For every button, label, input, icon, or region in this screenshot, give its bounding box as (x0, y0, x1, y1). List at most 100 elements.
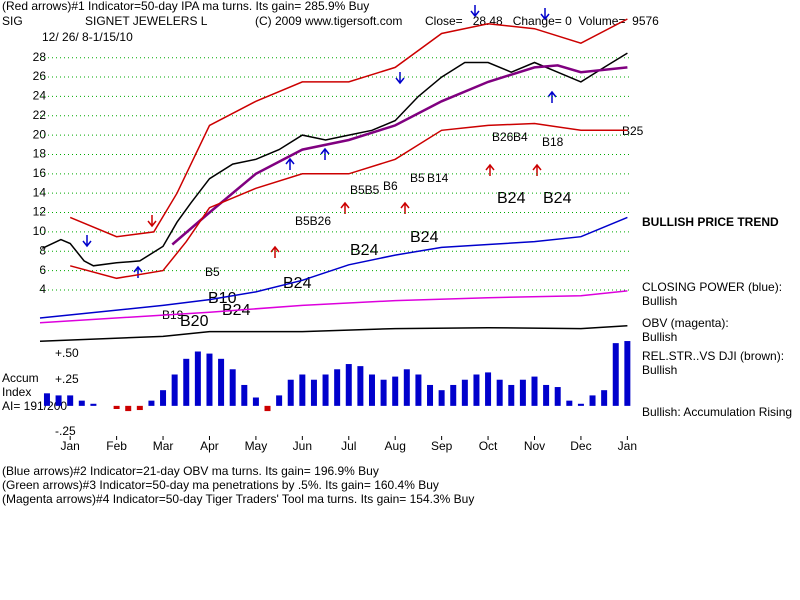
series-line (41, 52, 628, 267)
series-line (69, 18, 628, 238)
bar (485, 372, 492, 406)
y-tick-label: 22 (33, 108, 47, 122)
bar (473, 374, 480, 406)
x-tick-label: Dec (570, 439, 591, 453)
bar (287, 379, 294, 406)
x-tick-label: Sep (431, 439, 453, 453)
side-label: BULLISH PRICE TREND (642, 215, 779, 229)
bar (345, 364, 352, 406)
bar (612, 343, 619, 406)
bar (415, 374, 422, 406)
bar (90, 403, 97, 406)
bar (403, 369, 410, 406)
signal-label: B24 (497, 190, 526, 207)
bar (113, 405, 120, 409)
bar (229, 369, 236, 406)
signal-label: B14 (427, 171, 449, 185)
x-tick-label: Oct (479, 439, 498, 453)
bar (322, 374, 329, 406)
bar (125, 405, 132, 412)
bar (55, 395, 62, 406)
bar (380, 379, 387, 406)
x-tick-label: Nov (524, 439, 545, 453)
arrow (540, 8, 550, 21)
bar (206, 353, 213, 406)
bar (160, 390, 167, 406)
footer-line: (Magenta arrows)#4 Indicator=50-day Tige… (2, 492, 474, 506)
signal-label: B5 (205, 265, 220, 279)
side-label: Bullish: Accumulation Rising (642, 405, 792, 419)
bar (194, 351, 201, 406)
bar (589, 395, 596, 406)
x-tick-label: Aug (385, 439, 406, 453)
y-tick-label: 12 (33, 205, 47, 219)
chart-title: SIGNET JEWELERS L (85, 14, 208, 28)
x-tick-label: Jul (341, 439, 356, 453)
y-tick-label: 14 (33, 185, 47, 199)
bar (392, 376, 399, 406)
side-label: Bullish (642, 363, 677, 377)
bar (357, 366, 364, 406)
side-label: Bullish (642, 294, 677, 308)
accum-label: Accum (2, 371, 39, 385)
bar (427, 384, 434, 406)
arrow (133, 265, 143, 278)
footer-line: (Green arrows)#3 Indicator=50-day ma pen… (2, 478, 439, 492)
side-label: REL.STR..VS DJI (brown): (642, 349, 784, 363)
side-labels: BULLISH PRICE TREND CLOSING POWER (blue)… (642, 215, 792, 419)
signal-label: B5 (410, 171, 425, 185)
y-tick-label: -.25 (55, 424, 76, 438)
bar (334, 369, 341, 406)
bar (624, 341, 631, 406)
y-tick-label: 10 (33, 224, 47, 238)
series-line (39, 216, 628, 319)
bar (183, 358, 190, 406)
y-tick-label: 24 (33, 89, 47, 103)
x-tick-label: Apr (200, 439, 219, 453)
bar (450, 384, 457, 406)
bar (171, 374, 178, 406)
bar (148, 400, 155, 406)
bar (43, 393, 50, 406)
bar (566, 400, 573, 406)
bar (601, 390, 608, 406)
y-tick-label: 6 (39, 263, 46, 277)
x-tick-label: Jan (61, 439, 80, 453)
bar (519, 379, 526, 406)
bar (496, 379, 503, 406)
footer-line: (Blue arrows)#2 Indicator=21-day OBV ma … (2, 464, 379, 478)
bar (67, 395, 74, 406)
header: (Red arrows)#1 Indicator=50-day IPA ma t… (2, 0, 659, 44)
signal-label: B24 (543, 190, 572, 207)
bar (299, 374, 306, 406)
date-range: 12/ 26/ 8-1/15/10 (42, 30, 133, 44)
series-line (171, 64, 628, 246)
symbol: SIG (2, 14, 23, 28)
y-tick-label: 20 (33, 127, 47, 141)
bar (531, 376, 538, 406)
bar (577, 403, 584, 406)
x-tick-label: Jun (293, 439, 312, 453)
signal-label: B20 (180, 313, 209, 330)
y-tick-label: 16 (33, 166, 47, 180)
arrow (547, 90, 557, 103)
bar (554, 387, 561, 406)
bar (264, 405, 271, 412)
signal-arrows (82, 5, 557, 278)
bar (543, 384, 550, 406)
bar (310, 379, 317, 406)
y-tick-label: 18 (33, 147, 47, 161)
signal-label: B5B5 (350, 183, 380, 197)
bar (241, 384, 248, 406)
arrow (147, 215, 157, 228)
signal-label: B26 (492, 130, 514, 144)
series-line (39, 290, 628, 324)
bar (508, 384, 515, 406)
arrow (285, 157, 295, 170)
side-label: CLOSING POWER (blue): (642, 280, 782, 294)
signal-label: B24 (410, 229, 439, 246)
arrow (532, 163, 542, 176)
arrow (320, 147, 330, 160)
x-tick-label: May (245, 439, 268, 453)
